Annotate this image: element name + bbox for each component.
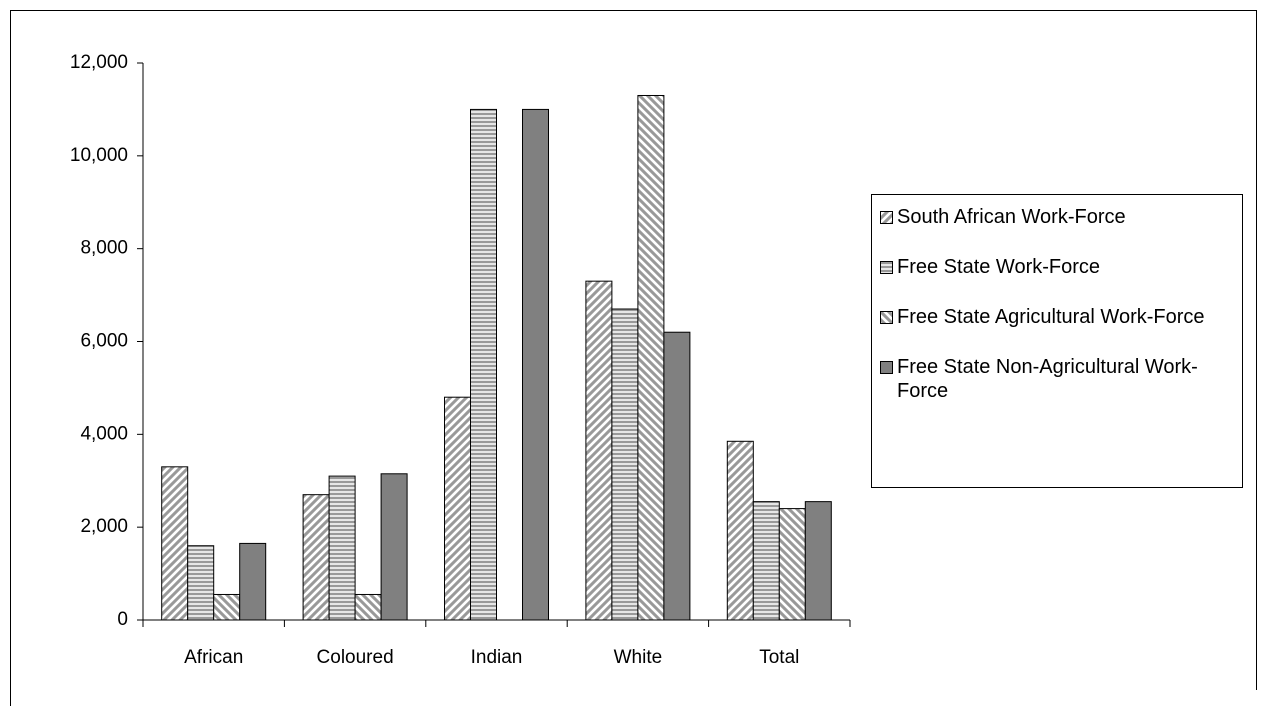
y-tick-label: 10,000 — [70, 145, 128, 166]
y-tick-label: 8,000 — [80, 238, 128, 259]
bar — [380, 473, 408, 621]
bar — [444, 396, 471, 621]
bar — [663, 331, 691, 621]
bar — [470, 108, 497, 621]
legend-entry: Free State Work-Force — [880, 255, 1234, 279]
bar — [778, 508, 806, 621]
legend-label: South African Work-Force — [897, 206, 1126, 228]
legend-label: Free State Non-Agricultural Work-Force — [897, 356, 1198, 402]
bar — [354, 593, 382, 621]
y-tick-label: 0 — [117, 609, 128, 630]
x-tick-label: African — [184, 647, 243, 668]
x-tick-label: White — [614, 647, 663, 668]
bar — [752, 501, 780, 621]
bar — [213, 593, 241, 621]
legend-label: Free State Work-Force — [897, 256, 1101, 278]
legend-swatch — [880, 311, 893, 324]
bar — [585, 280, 613, 621]
bar — [328, 475, 356, 621]
bar — [302, 494, 330, 621]
legend-entry: Free State Agricultural Work-Force — [880, 305, 1234, 329]
legend-entry: South African Work-Force — [880, 205, 1234, 229]
legend-label: Free State Agricultural Work-Force — [897, 306, 1205, 328]
bar — [161, 466, 189, 621]
legend-swatch — [880, 361, 893, 374]
legend-swatch — [880, 211, 893, 224]
bar — [804, 501, 832, 621]
y-tick-label: 2,000 — [80, 516, 128, 537]
y-tick-label: 12,000 — [70, 52, 128, 73]
y-tick-label: 6,000 — [80, 331, 128, 352]
legend-entry: Free State Non-Agricultural Work-Force — [880, 355, 1234, 403]
bar — [187, 545, 215, 621]
x-tick-label: Coloured — [317, 647, 394, 668]
x-tick-label: Total — [759, 647, 799, 668]
bar — [611, 308, 639, 621]
x-tick-label: Indian — [471, 647, 523, 668]
bar — [637, 94, 665, 621]
bar — [239, 542, 267, 621]
frame — [10, 10, 1257, 706]
bar — [522, 108, 549, 621]
legend-swatch — [880, 261, 893, 274]
legend: South African Work-Force Free State Work-… — [871, 194, 1243, 488]
bar — [726, 440, 754, 621]
y-tick-label: 4,000 — [80, 423, 128, 444]
